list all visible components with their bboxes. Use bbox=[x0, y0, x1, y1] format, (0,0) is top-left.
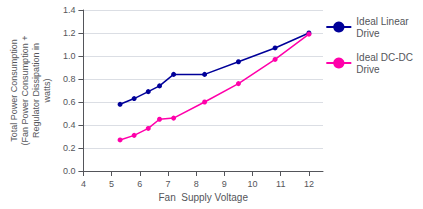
svg-text:watts): watts) bbox=[42, 78, 52, 103]
svg-text:1.0: 1.0 bbox=[63, 51, 76, 61]
svg-text:Ideal Linear: Ideal Linear bbox=[356, 16, 409, 27]
svg-text:6: 6 bbox=[137, 179, 142, 189]
svg-text:0.8: 0.8 bbox=[63, 74, 76, 84]
svg-text:Regulator Dissipation in: Regulator Dissipation in bbox=[31, 43, 41, 138]
svg-text:11: 11 bbox=[276, 179, 285, 189]
svg-text:4: 4 bbox=[81, 179, 86, 189]
svg-text:Ideal DC-DC: Ideal DC-DC bbox=[356, 52, 413, 63]
svg-text:7: 7 bbox=[165, 179, 170, 189]
svg-text:5: 5 bbox=[109, 179, 114, 189]
svg-text:10: 10 bbox=[248, 179, 258, 189]
svg-text:9: 9 bbox=[222, 179, 227, 189]
svg-text:1.2: 1.2 bbox=[63, 28, 76, 38]
svg-text:1.4: 1.4 bbox=[63, 5, 76, 15]
svg-text:0.2: 0.2 bbox=[63, 143, 76, 153]
svg-text:8: 8 bbox=[194, 179, 199, 189]
svg-text:12: 12 bbox=[304, 179, 314, 189]
svg-text:Drive: Drive bbox=[356, 28, 380, 39]
svg-text:Fan Supply Voltage: Fan Supply Voltage bbox=[158, 192, 248, 203]
svg-text:0.0: 0.0 bbox=[63, 166, 76, 176]
svg-text:Total Power Consumption: Total Power Consumption bbox=[9, 39, 19, 142]
svg-text:0.4: 0.4 bbox=[63, 120, 76, 130]
svg-text:0.6: 0.6 bbox=[63, 97, 76, 107]
svg-text:Drive: Drive bbox=[356, 64, 380, 75]
svg-text:(Fan Power Consumption +: (Fan Power Consumption + bbox=[20, 36, 30, 146]
